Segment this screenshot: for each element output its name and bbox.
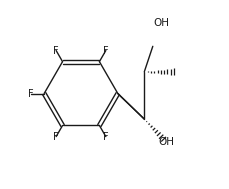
- Text: F: F: [28, 89, 34, 98]
- Text: F: F: [103, 132, 108, 142]
- Text: F: F: [103, 46, 108, 56]
- Text: OH: OH: [157, 137, 173, 147]
- Text: F: F: [53, 132, 59, 142]
- Text: F: F: [53, 46, 59, 56]
- Text: OH: OH: [153, 18, 169, 28]
